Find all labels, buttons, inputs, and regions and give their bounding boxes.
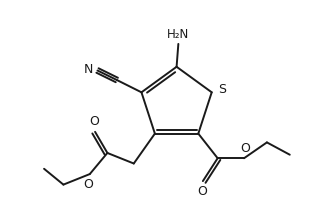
Text: H₂N: H₂N — [167, 28, 190, 41]
Text: O: O — [240, 142, 250, 155]
Text: O: O — [83, 178, 93, 191]
Text: O: O — [197, 185, 207, 198]
Text: S: S — [218, 83, 226, 96]
Text: O: O — [89, 115, 99, 128]
Text: N: N — [84, 63, 93, 76]
